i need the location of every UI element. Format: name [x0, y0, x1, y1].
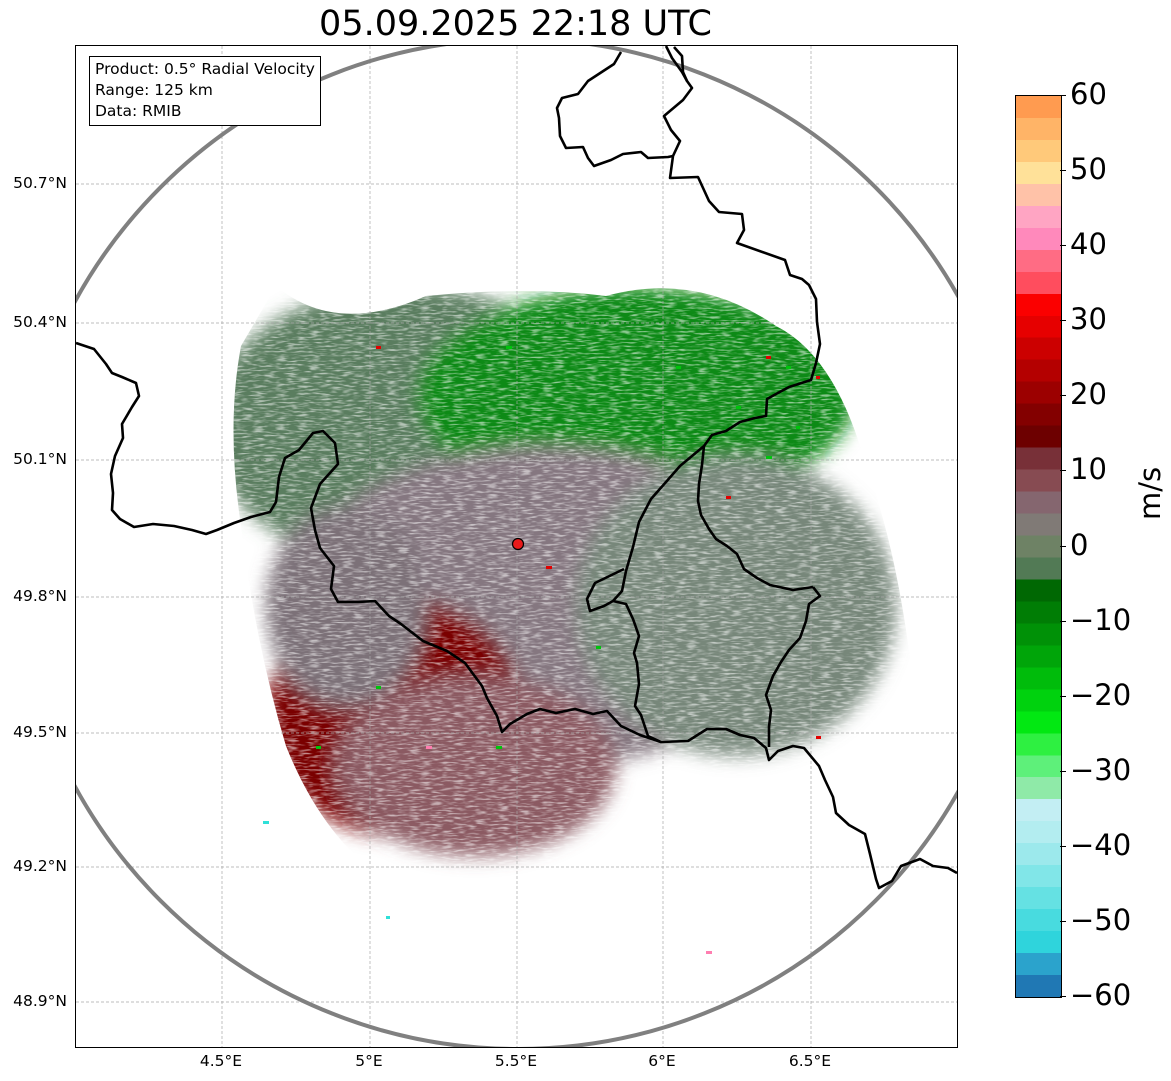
map-title: 05.09.2025 22:18 UTC [319, 4, 712, 44]
colorbar-tick-label: −20 [1070, 678, 1132, 712]
lon-tick-label: 6°E [648, 1052, 676, 1070]
colorbar-tick-label: −40 [1070, 828, 1132, 862]
lon-tick-label: 6.5°E [788, 1052, 832, 1070]
radar-map[interactable] [75, 45, 958, 1048]
colorbar-tick-mark [1060, 170, 1066, 171]
colorbar-tick-mark [1060, 245, 1066, 246]
colorbar-tick-mark [1060, 996, 1066, 997]
lat-tick-label: 48.9°N [13, 992, 67, 1010]
colorbar-tick-label: 20 [1070, 377, 1107, 411]
colorbar-tick-mark [1060, 771, 1066, 772]
lat-tick-label: 49.5°N [13, 723, 67, 741]
product-info-box: Product: 0.5° Radial Velocity Range: 125… [89, 56, 321, 126]
colorbar-tick-mark [1060, 320, 1066, 321]
colorbar-tick-label: −30 [1070, 753, 1132, 787]
colorbar-tick-label: 60 [1070, 77, 1107, 111]
colorbar-tick-label: −60 [1070, 978, 1132, 1012]
colorbar-tick-label: 50 [1070, 152, 1107, 186]
colorbar-tick-mark [1060, 546, 1066, 547]
colorbar-unit-label: m/s [1133, 466, 1167, 520]
lat-tick-label: 50.7°N [13, 174, 67, 192]
colorbar-tick-label: 30 [1070, 302, 1107, 336]
range-label: Range: 125 km [95, 81, 213, 99]
colorbar-tick-label: −50 [1070, 903, 1132, 937]
colorbar-tick-mark [1060, 395, 1066, 396]
colorbar [1015, 95, 1062, 998]
colorbar-tick-label: 10 [1070, 452, 1107, 486]
lat-tick-label: 49.2°N [13, 857, 67, 875]
lon-tick-label: 5°E [355, 1052, 383, 1070]
colorbar-tick-mark [1060, 696, 1066, 697]
lat-tick-label: 50.4°N [13, 313, 67, 331]
colorbar-tick-label: −10 [1070, 603, 1132, 637]
lat-tick-label: 49.8°N [13, 587, 67, 605]
lon-tick-label: 4.5°E [199, 1052, 243, 1070]
lat-tick-label: 50.1°N [13, 450, 67, 468]
country-borders [76, 46, 957, 890]
colorbar-tick-label: 40 [1070, 227, 1107, 261]
radar-map-canvas [76, 46, 957, 1047]
colorbar-tick-mark [1060, 95, 1066, 96]
lon-tick-label: 5.5°E [494, 1052, 538, 1070]
colorbar-tick-mark [1060, 846, 1066, 847]
radar-site-marker [511, 537, 525, 551]
colorbar-tick-mark [1060, 921, 1066, 922]
colorbar-tick-label: 0 [1070, 528, 1089, 562]
colorbar-tick-mark [1060, 621, 1066, 622]
colorbar-tick-mark [1060, 470, 1066, 471]
data-source-label: Data: RMIB [95, 102, 182, 120]
product-label: Product: 0.5° Radial Velocity [95, 60, 315, 78]
velocity-speckle-pixels [316, 346, 800, 749]
